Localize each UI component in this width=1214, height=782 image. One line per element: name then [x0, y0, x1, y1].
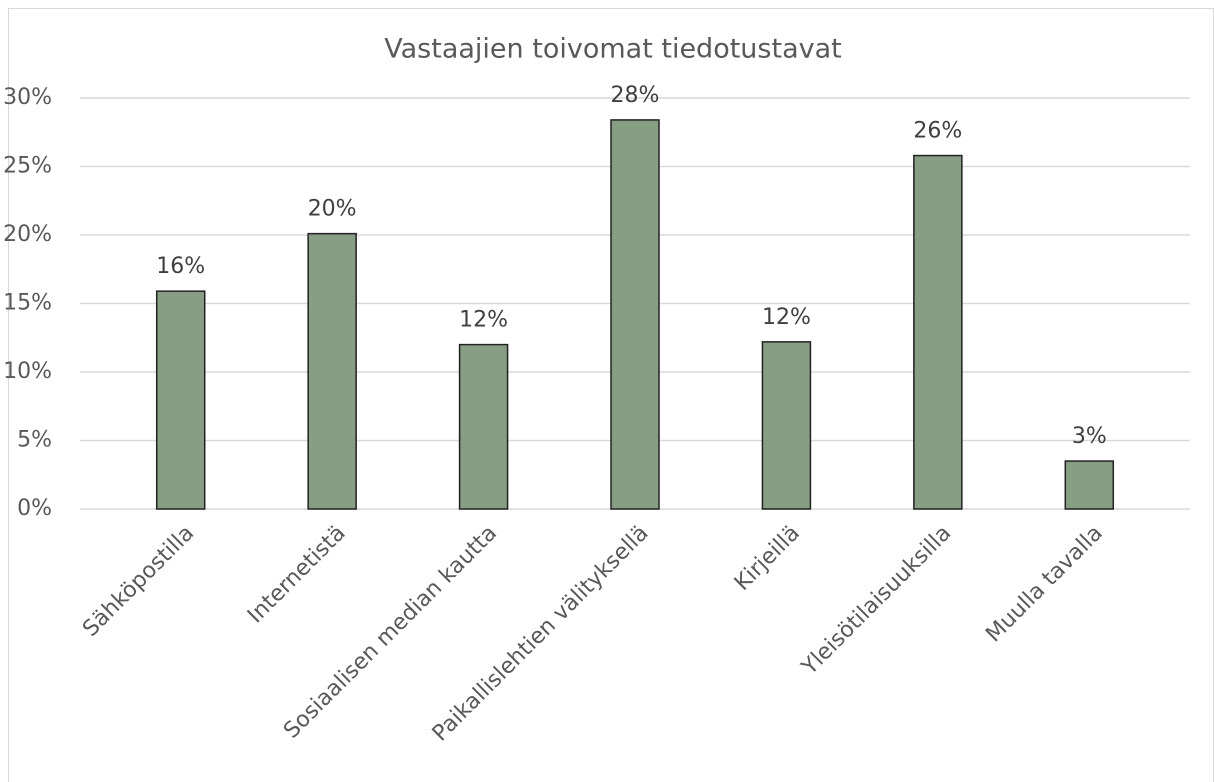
bar: [1064, 460, 1115, 510]
bar: [307, 232, 357, 510]
bar: [458, 343, 509, 510]
y-tick-label: 15%: [3, 291, 52, 316]
data-label: 12%: [762, 305, 811, 330]
x-tick-label: Sähköpostilla: [78, 521, 199, 642]
y-tick-label: 5%: [17, 428, 52, 453]
x-tick-label: Yleisötilaisuuksilla: [797, 521, 957, 681]
y-tick-label: 30%: [3, 85, 52, 110]
y-tick-label: 0%: [17, 496, 52, 521]
data-label: 20%: [308, 197, 357, 222]
x-tick-label: Internetistä: [243, 521, 351, 629]
x-tick-label: Kirjeillä: [730, 521, 805, 596]
bar: [761, 341, 812, 510]
x-tick-label: Muulla tavalla: [981, 521, 1107, 647]
data-label: 26%: [913, 119, 962, 144]
bar: [610, 119, 660, 510]
bar: [155, 290, 206, 510]
y-tick-label: 20%: [3, 222, 52, 247]
data-label: 12%: [459, 308, 508, 333]
chart-title: Vastaajien toivomat tiedotustavat: [384, 34, 841, 65]
y-tick-label: 25%: [3, 154, 52, 179]
data-label: 16%: [156, 254, 205, 279]
y-tick-label: 10%: [3, 359, 52, 384]
data-label: 3%: [1072, 424, 1107, 449]
bar: [913, 154, 963, 510]
data-label: 28%: [611, 83, 660, 108]
